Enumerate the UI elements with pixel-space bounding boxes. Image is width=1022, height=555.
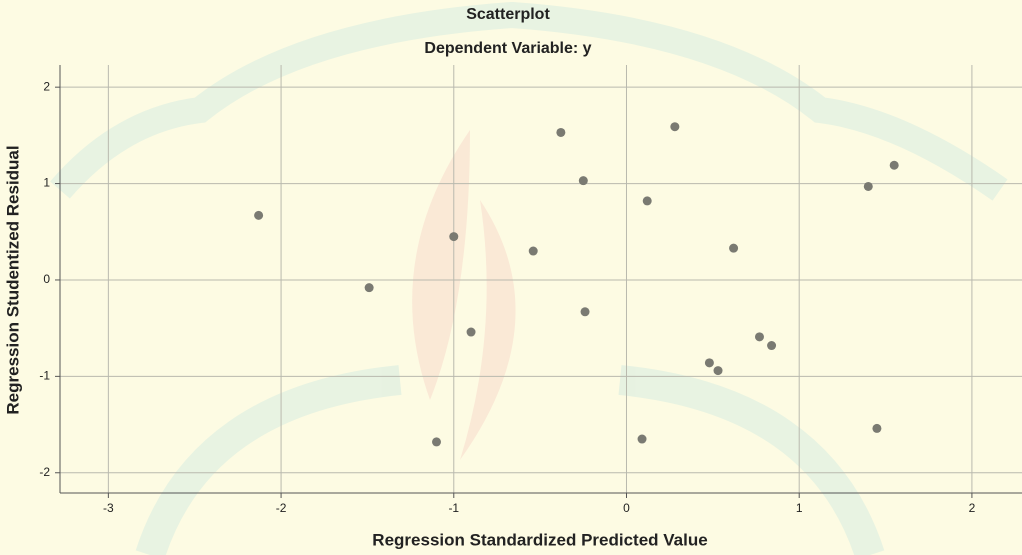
point: [670, 122, 679, 131]
point: [432, 437, 441, 446]
y-tick-label: 1: [43, 176, 50, 190]
point: [714, 366, 723, 375]
chart-subtitle: Dependent Variable: y: [424, 40, 591, 57]
chart-title: Scatterplot: [466, 6, 550, 23]
y-tick-label: -2: [39, 465, 50, 479]
y-tick-label: 2: [43, 79, 50, 93]
point: [643, 196, 652, 205]
x-tick-label: 2: [969, 501, 976, 515]
point: [729, 244, 738, 253]
x-tick-label: -3: [103, 501, 114, 515]
x-tick-label: -2: [276, 501, 287, 515]
point: [467, 328, 476, 337]
point: [449, 232, 458, 241]
chart: Scatterplot Dependent Variable: y Regres…: [0, 0, 1022, 555]
point: [556, 128, 565, 137]
point: [755, 332, 764, 341]
point: [864, 182, 873, 191]
point: [638, 435, 647, 444]
point: [767, 341, 776, 350]
x-tick-label: 0: [623, 501, 630, 515]
point: [529, 247, 538, 256]
point: [581, 307, 590, 316]
y-tick-label: -1: [39, 369, 50, 383]
point: [254, 211, 263, 220]
x-axis-title: Regression Standardized Predicted Value: [372, 530, 707, 549]
point: [365, 283, 374, 292]
x-tick-label: 1: [796, 501, 803, 515]
y-tick-label: 0: [43, 272, 50, 286]
x-tick-label: -1: [448, 501, 459, 515]
y-axis-title: Regression Studentized Residual: [3, 145, 22, 414]
point: [579, 176, 588, 185]
point: [890, 161, 899, 170]
point: [872, 424, 881, 433]
point: [705, 358, 714, 367]
